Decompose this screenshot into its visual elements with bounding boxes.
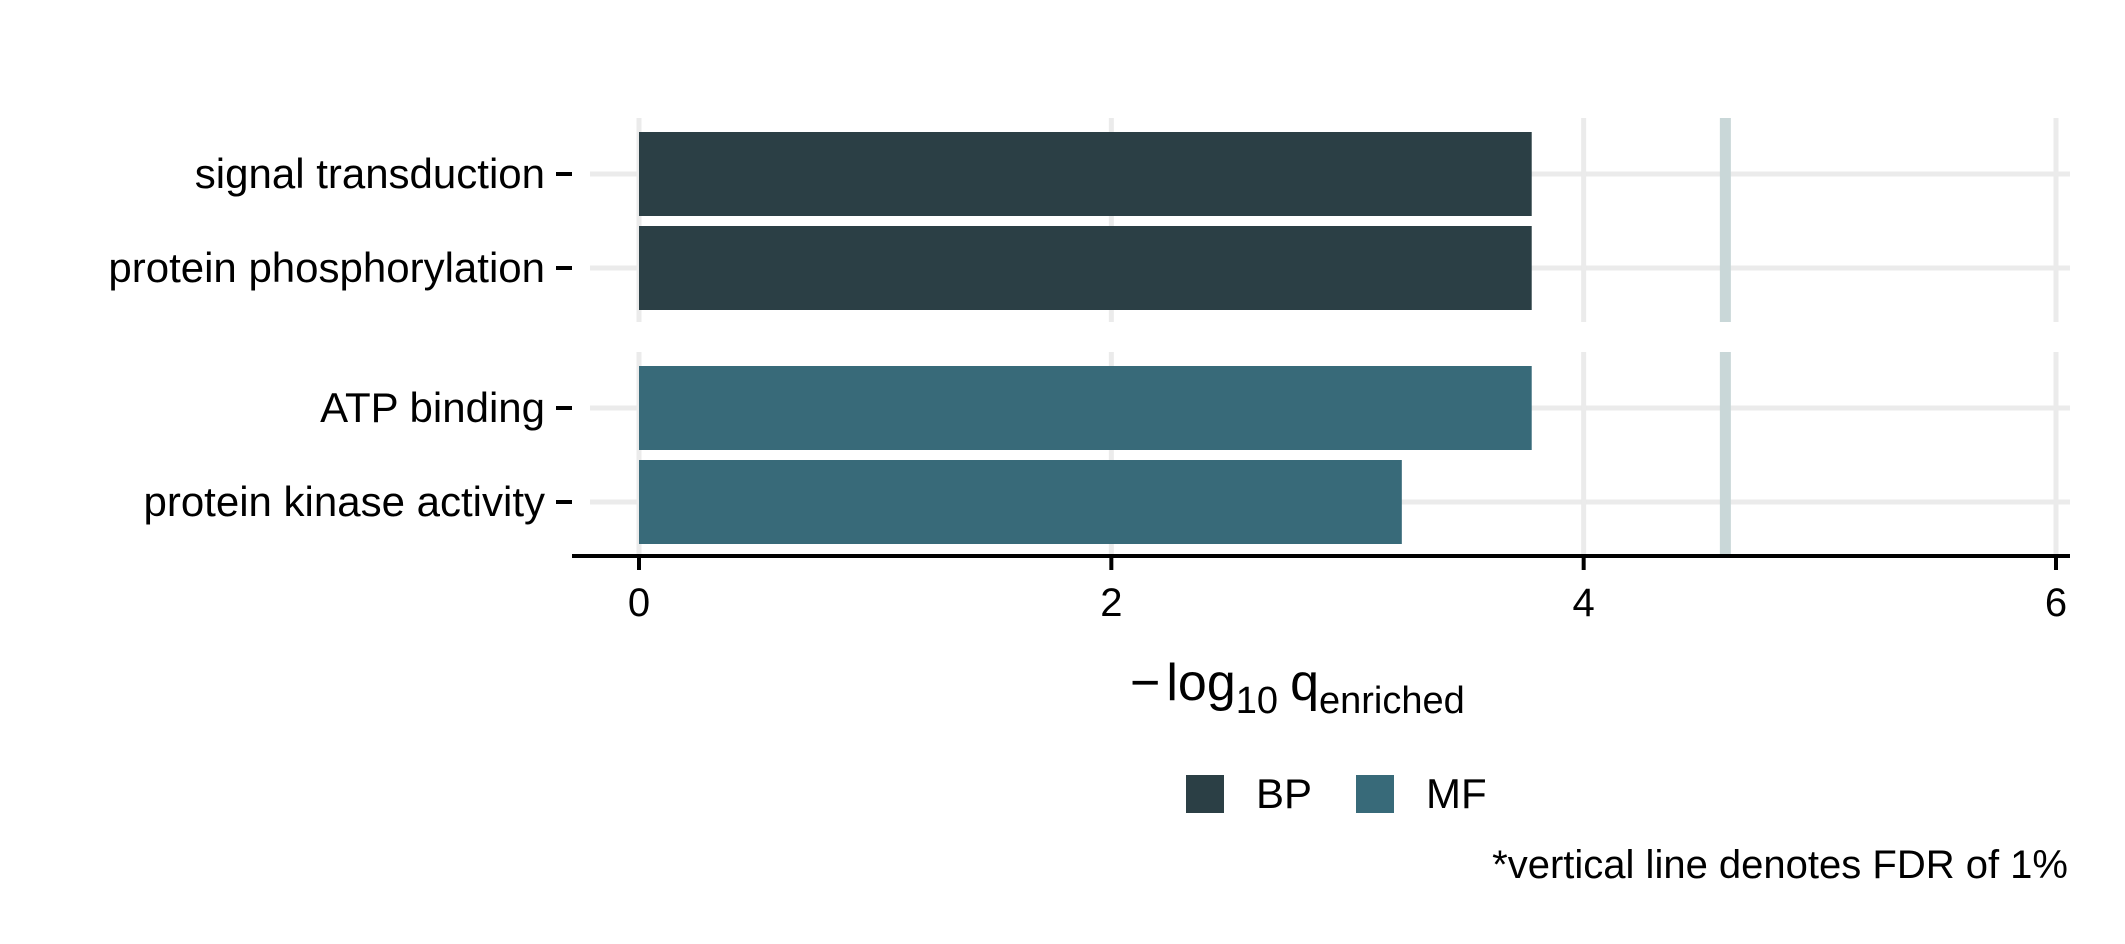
legend-swatch-mf — [1356, 775, 1394, 813]
legend: BP MF — [1186, 770, 1487, 817]
x-axis-title: − log10 qenriched — [1130, 654, 1465, 722]
category-label: protein kinase activity — [143, 478, 545, 525]
x-tick-label: 2 — [1100, 581, 1122, 625]
category-label: protein phosphorylation — [108, 244, 545, 291]
x-tick-label: 6 — [2045, 581, 2067, 625]
x-tick-label: 4 — [1573, 581, 1595, 625]
category-label: signal transduction — [195, 150, 545, 197]
facet-panel-bp: signal transduction protein phosphorylati… — [108, 118, 2070, 322]
bar-signal-transduction — [639, 132, 1532, 216]
legend-swatch-bp — [1186, 775, 1224, 813]
facet-panel-mf: ATP binding protein kinase activity — [143, 352, 2070, 556]
x-tick-label: 0 — [628, 581, 650, 625]
bar-protein-kinase-activity — [639, 460, 1402, 544]
x-axis: 0 2 4 6 — [572, 554, 2070, 625]
bar-protein-phosphorylation — [639, 226, 1532, 310]
legend-label-bp: BP — [1256, 770, 1312, 817]
legend-label-mf: MF — [1426, 770, 1487, 817]
chart-caption: *vertical line denotes FDR of 1% — [1492, 843, 2068, 887]
category-label: ATP binding — [320, 384, 545, 431]
chart-panels: signal transduction protein phosphorylati… — [108, 118, 2070, 556]
bar-ATP-binding — [639, 366, 1532, 450]
